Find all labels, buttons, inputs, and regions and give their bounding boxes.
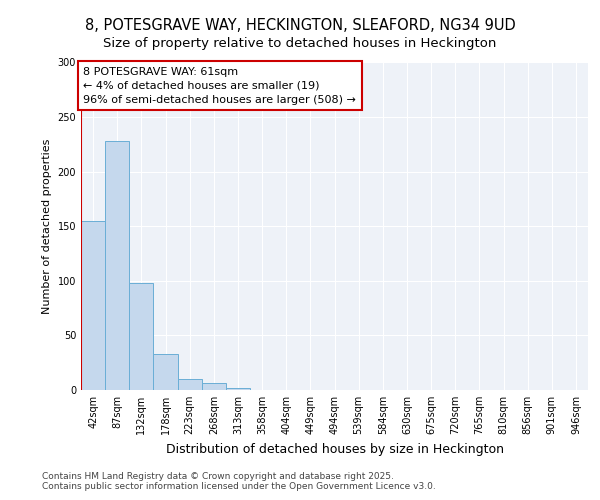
Bar <box>178 379 202 390</box>
Bar <box>129 283 154 390</box>
Bar <box>81 221 105 390</box>
Text: Size of property relative to detached houses in Heckington: Size of property relative to detached ho… <box>103 38 497 51</box>
X-axis label: Distribution of detached houses by size in Heckington: Distribution of detached houses by size … <box>166 442 503 456</box>
Bar <box>154 354 178 390</box>
Text: Contains HM Land Registry data © Crown copyright and database right 2025.: Contains HM Land Registry data © Crown c… <box>42 472 394 481</box>
Text: Contains public sector information licensed under the Open Government Licence v3: Contains public sector information licen… <box>42 482 436 491</box>
Y-axis label: Number of detached properties: Number of detached properties <box>42 138 52 314</box>
Bar <box>105 141 129 390</box>
Text: 8, POTESGRAVE WAY, HECKINGTON, SLEAFORD, NG34 9UD: 8, POTESGRAVE WAY, HECKINGTON, SLEAFORD,… <box>85 18 515 32</box>
Text: 8 POTESGRAVE WAY: 61sqm
← 4% of detached houses are smaller (19)
96% of semi-det: 8 POTESGRAVE WAY: 61sqm ← 4% of detached… <box>83 67 356 105</box>
Bar <box>202 384 226 390</box>
Bar <box>226 388 250 390</box>
